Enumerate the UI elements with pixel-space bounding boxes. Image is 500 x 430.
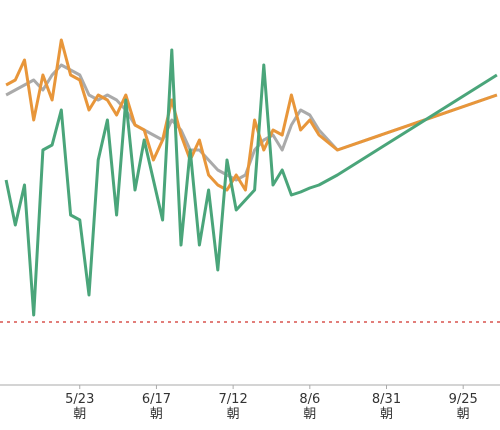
x-tick-label-line: 朝 [380,407,393,422]
x-tick-label-line: 朝 [150,407,163,422]
x-tick-label: 8/6 朝 [299,392,320,422]
series-line [5,63,498,182]
x-tick-label: 9/25 朝 [449,392,478,422]
x-tick-label-line: 朝 [227,407,240,422]
x-tick-label-line: 6/17 [142,392,171,407]
series-line [4,48,498,317]
x-tick-label-line: 朝 [303,407,316,422]
x-tick-label: 7/12 朝 [219,392,248,422]
x-tick-label: 6/17 朝 [142,392,171,422]
x-tick-label-line: 8/6 [299,392,320,407]
series-line [5,38,498,192]
x-tick-label-line: 朝 [457,407,470,422]
x-tick-label-line: 7/12 [219,392,248,407]
x-tick-label-line: 5/23 [65,392,94,407]
x-tick-label-line: 朝 [73,407,86,422]
x-tick-label: 8/31 朝 [372,392,401,422]
x-tick-label-line: 9/25 [449,392,478,407]
x-tick-label: 5/23 朝 [65,392,94,422]
x-tick-label-line: 8/31 [372,392,401,407]
